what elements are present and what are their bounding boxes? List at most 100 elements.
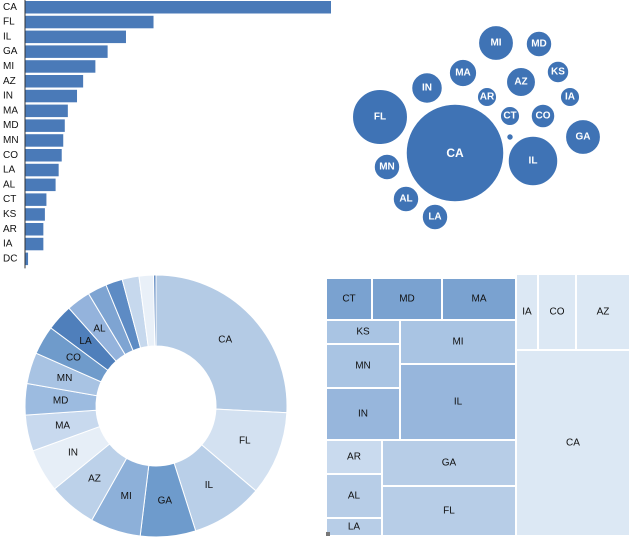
bubble-CT (499, 105, 521, 127)
bar-label-CT: CT (3, 194, 16, 205)
bar-label-GA: GA (3, 46, 18, 57)
treemap-label-CT: CT (342, 294, 355, 305)
bubble-label-MD: MD (531, 39, 547, 50)
treemap-label-FL: FL (443, 506, 455, 517)
bar-AR (25, 223, 44, 236)
bubble-label-KS: KS (551, 67, 565, 78)
bar-label-AR: AR (3, 224, 17, 235)
bar-label-MI: MI (3, 61, 14, 72)
treemap-label-AZ: AZ (597, 307, 610, 318)
bubble-label-IA: IA (565, 92, 575, 103)
bar-label-KS: KS (3, 209, 17, 220)
treemap-label-AR: AR (347, 452, 361, 463)
donut-label-MI: MI (121, 491, 132, 502)
bubble-chart: CA FL IL GA MI IN MA AZ MD MN KS AL LA IA AR CO CT (351, 24, 602, 231)
bar-label-IA: IA (3, 239, 13, 250)
bar-label-IL: IL (3, 31, 12, 42)
treemap-cell-IA (515, 273, 539, 351)
donut-label-FL: FL (239, 436, 251, 447)
bubble-MI (477, 24, 515, 62)
bar-CT (25, 193, 47, 206)
bubble-label-MA: MA (455, 68, 471, 79)
treemap-cell-MA (441, 277, 517, 321)
treemap-cell-MD (371, 277, 443, 321)
treemap-cell-MN (325, 343, 401, 389)
treemap-cell-CT (325, 277, 373, 321)
bar-GA (25, 45, 108, 58)
bar-FL (25, 15, 154, 29)
treemap-label-LA: LA (348, 522, 361, 533)
treemap-label-MN: MN (355, 361, 371, 372)
donut-label-LA: LA (79, 336, 92, 347)
bar-DC (25, 252, 29, 266)
bubble-label-LA: LA (428, 212, 441, 223)
bubble-CO (530, 103, 556, 129)
bubble-IN (410, 71, 444, 105)
bubble-AL (392, 185, 420, 213)
bubble-AR (476, 86, 498, 108)
donut-label-MN: MN (57, 373, 73, 384)
bar-AZ (25, 75, 84, 88)
bubble-KS (546, 60, 570, 84)
bar-IA (25, 237, 44, 251)
bar-LA (25, 163, 59, 177)
bar-label-FL: FL (3, 17, 15, 28)
bubble-label-AZ: AZ (514, 77, 527, 88)
donut-label-IL: IL (205, 480, 214, 491)
treemap-label-AL: AL (348, 491, 361, 502)
donut-label-GA: GA (158, 496, 173, 507)
bubble-AZ (505, 66, 537, 98)
treemap-cell-FL (381, 485, 517, 537)
bar-MN (25, 134, 64, 147)
bar-label-MN: MN (3, 135, 19, 146)
bar-CA (25, 1, 331, 14)
donut-slice-17 (153, 274, 157, 347)
treemap-chart: CA FL IL GA MI IN MN MD MA AZ LA AL AR KS CT CO IA (325, 273, 631, 537)
bar-label-IN: IN (3, 91, 13, 102)
bar-label-MD: MD (3, 120, 19, 131)
bar-label-LA: LA (3, 165, 16, 176)
bar-MD (25, 119, 65, 132)
donut-label-AL: AL (93, 324, 106, 335)
bubble-MD (525, 30, 553, 58)
treemap-label-MD: MD (399, 294, 415, 305)
treemap-label-IL: IL (454, 397, 463, 408)
treemap-label-CO: CO (550, 307, 565, 318)
bar-CO (25, 149, 62, 162)
bubble-label-AR: AR (480, 92, 495, 103)
donut-label-CO: CO (66, 352, 81, 363)
bubble-MN (373, 153, 401, 181)
bubble-small (505, 132, 515, 142)
bar-label-CO: CO (3, 150, 18, 161)
donut-label-AZ: AZ (88, 474, 101, 485)
treemap-cell-GA (381, 439, 517, 487)
bubble-label-AL: AL (399, 194, 412, 205)
treemap-cell-IN (325, 387, 401, 441)
bar-AL (25, 178, 56, 192)
bubble-label-IL: IL (529, 156, 538, 167)
bubble-LA (421, 203, 449, 231)
bubble-label-CA: CA (446, 146, 464, 160)
donut-slice-CA (155, 274, 288, 414)
bubble-label-FL: FL (374, 112, 386, 123)
bubble-FL (351, 88, 409, 146)
bar-label-AL: AL (3, 179, 16, 190)
bubble-IA (559, 86, 581, 108)
treemap-cell-AR (325, 439, 383, 475)
treemap-label-IN: IN (358, 409, 368, 420)
bar-label-DC: DC (3, 253, 17, 264)
treemap-label-GA: GA (442, 458, 457, 469)
bubble-IL (507, 135, 559, 187)
bubble-CA (405, 103, 505, 203)
horizontal-bar-chart: CA FL IL GA MI AZ IN MA MD MN CO LA AL CT KS AR IA DC (3, 0, 331, 269)
bubble-label-CO: CO (536, 111, 551, 122)
donut-label-MA: MA (55, 420, 70, 431)
bar-MI (25, 60, 96, 73)
treemap-label-IA: IA (522, 307, 532, 318)
donut-label-CA: CA (218, 335, 232, 346)
bubble-label-IN: IN (422, 83, 432, 94)
bubble-label-CT: CT (503, 111, 516, 122)
treemap-corner-mark (326, 532, 330, 536)
